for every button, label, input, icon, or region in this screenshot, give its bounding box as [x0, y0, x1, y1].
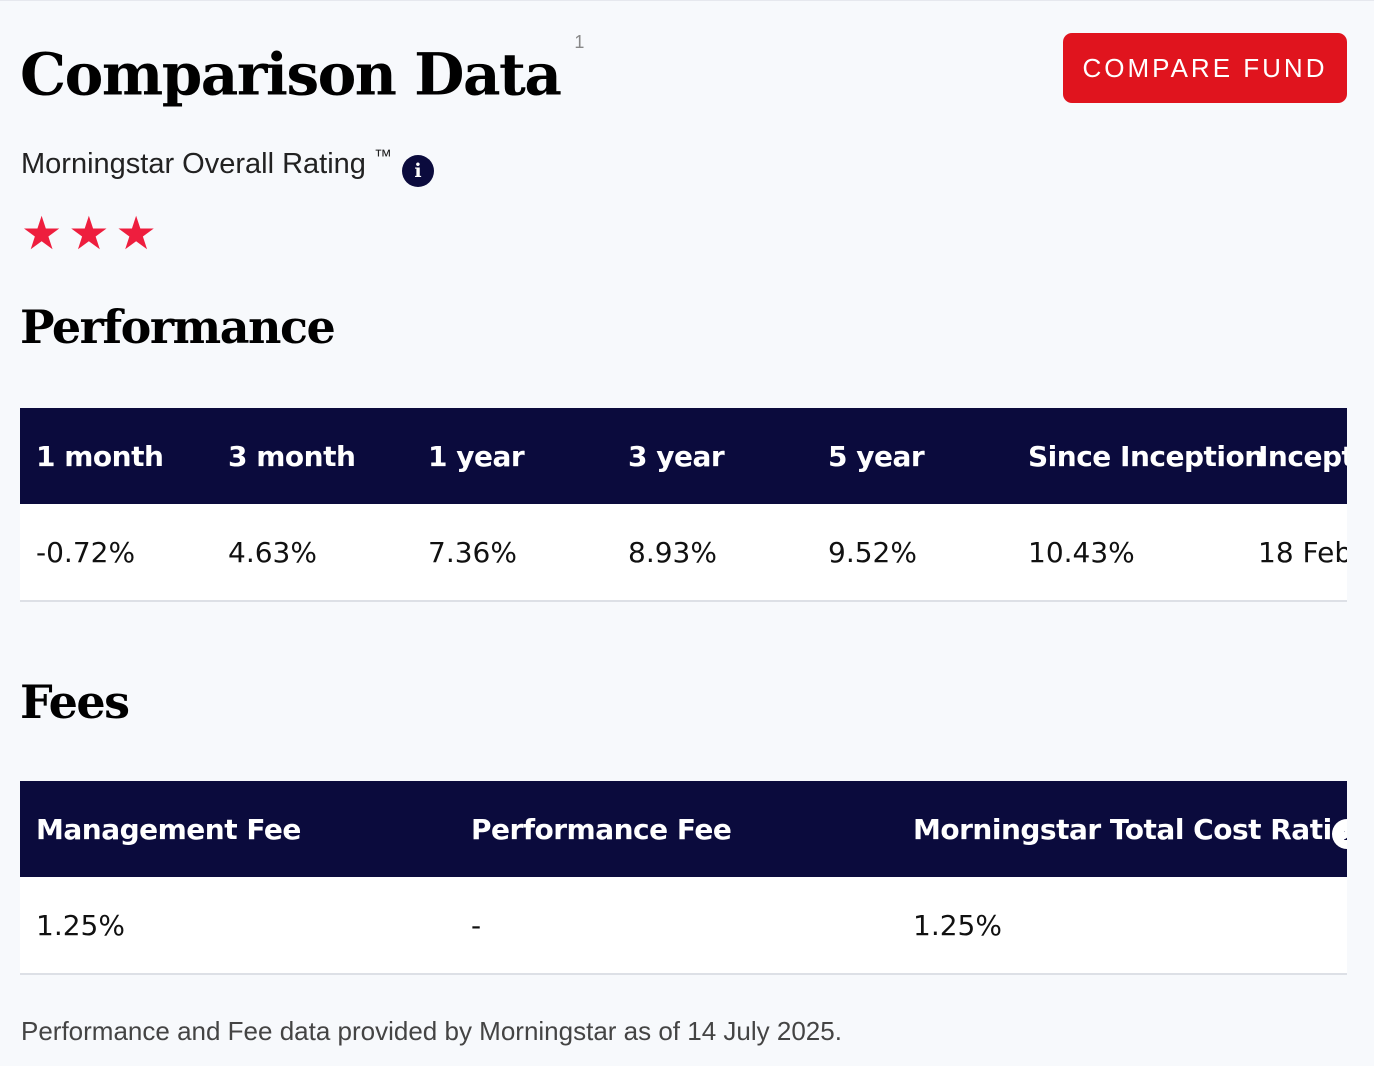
table-row: -0.72% 4.63% 7.36% 8.93% 9.52% 10.43% 18 Feb	[20, 504, 1347, 602]
table-cell: 10.43%	[1028, 535, 1135, 569]
trademark-symbol: ™	[373, 146, 392, 166]
table-cell: -0.72%	[36, 535, 136, 569]
table-cell: 1.25%	[36, 908, 125, 942]
rating-label: Morningstar Overall Rating	[21, 148, 366, 180]
data-source-note: Performance and Fee data provided by Mor…	[21, 1016, 842, 1046]
page-title: Comparison Data 1	[20, 28, 584, 114]
top-divider	[0, 0, 1374, 1]
total-cost-ratio-info-icon[interactable]: i	[1332, 819, 1347, 849]
column-header: Incept	[1258, 439, 1347, 473]
star-icon: ★	[68, 207, 110, 259]
column-header: Since Inception	[1028, 439, 1264, 473]
footnote-marker[interactable]: 1	[574, 32, 585, 52]
fees-heading: Fees	[20, 675, 130, 729]
table-cell: 1.25%	[913, 908, 1002, 942]
column-header: 1 year	[428, 439, 525, 473]
table-cell: 9.52%	[828, 535, 917, 569]
star-icon: ★	[21, 207, 63, 259]
fees-table: i Management Fee Performance Fee Morningst…	[20, 781, 1347, 975]
table-cell: 7.36%	[428, 535, 517, 569]
table-cell: 4.63%	[228, 535, 317, 569]
column-header: 5 year	[828, 439, 925, 473]
star-rating: ★ ★ ★	[21, 205, 157, 261]
page-title-text: Comparison Data	[20, 40, 562, 109]
column-header: Performance Fee	[471, 812, 732, 846]
column-header: 3 month	[228, 439, 356, 473]
info-icon[interactable]: i	[401, 154, 434, 187]
performance-heading: Performance	[20, 300, 336, 354]
column-header: Morningstar Total Cost Ratio	[913, 812, 1347, 846]
column-header: Management Fee	[36, 812, 301, 846]
rating-row: Morningstar Overall Rating ™ i	[21, 146, 434, 187]
column-header: 1 month	[36, 439, 164, 473]
compare-fund-button[interactable]: COMPARE FUND	[1063, 33, 1347, 103]
table-cell: 8.93%	[628, 535, 717, 569]
star-icon: ★	[115, 207, 157, 259]
fees-table-header: i Management Fee Performance Fee Morningst…	[20, 781, 1347, 877]
table-cell: 18 Feb	[1258, 535, 1347, 569]
column-header: 3 year	[628, 439, 725, 473]
performance-table: 1 month 3 month 1 year 3 year 5 year Since In…	[20, 408, 1347, 602]
table-row: 1.25% - 1.25%	[20, 877, 1347, 975]
table-cell: -	[471, 908, 482, 942]
performance-table-header: 1 month 3 month 1 year 3 year 5 year Since In…	[20, 408, 1347, 504]
